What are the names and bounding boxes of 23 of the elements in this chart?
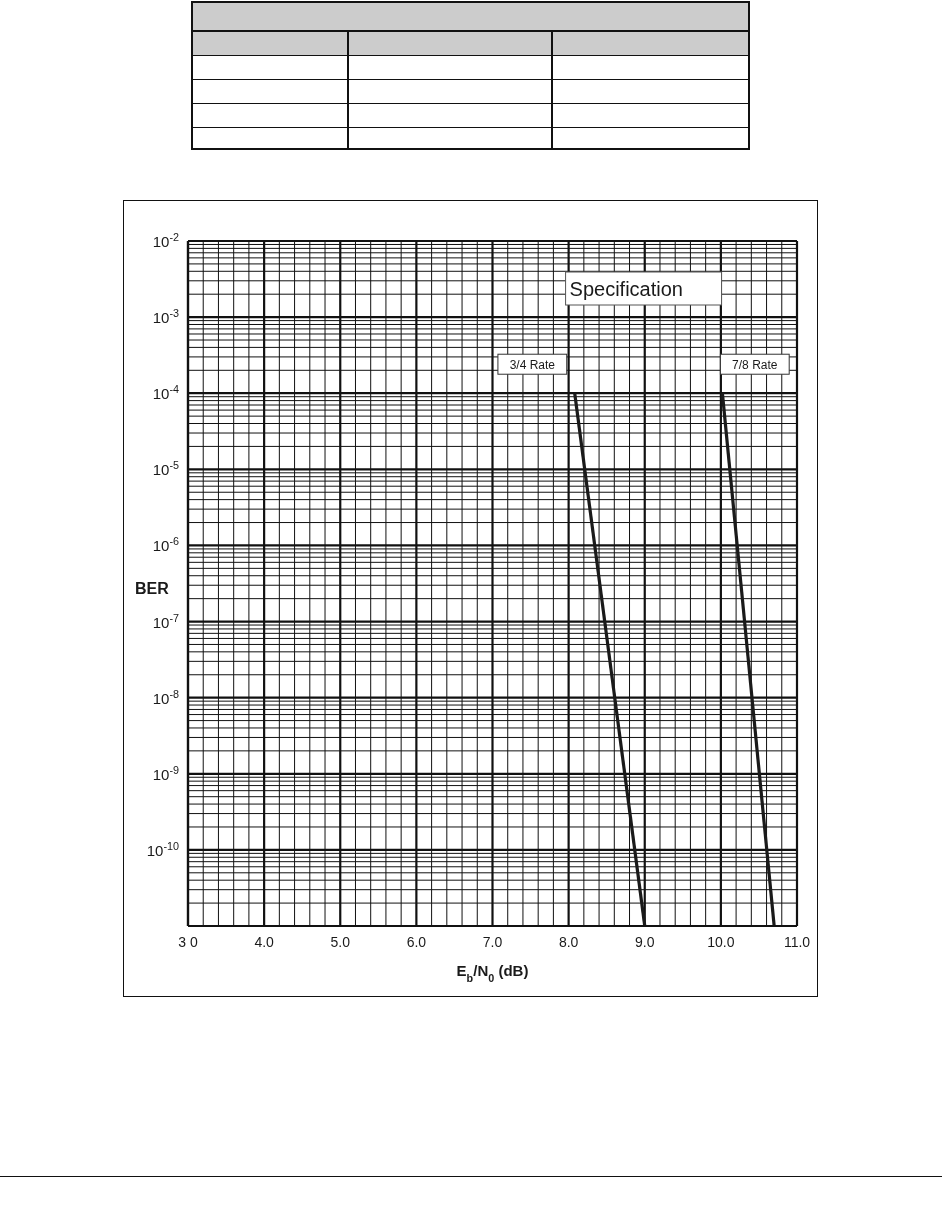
x-tick-label: 7.0 (482, 934, 503, 950)
y-tick-label: 10$^{-10}$ (146, 839, 179, 859)
x-tick-label: 3 0 (178, 934, 198, 950)
series-label: 7/8 Rate (732, 357, 778, 372)
y-axis-title: BER (135, 579, 170, 597)
y-tick-label: 10$^{-2}$ (152, 231, 179, 250)
x-tick-label: 8.0 (558, 934, 579, 950)
y-tick-label: 10$^{-4}$ (152, 383, 179, 403)
x-tick-label: 10.0 (707, 934, 735, 950)
y-tick-label: 10$^{-7}$ (152, 611, 179, 631)
text: 3/4 Rate (509, 357, 556, 372)
x-axis-title: E$_{b}$/N$_{0}$ (dB) (456, 962, 529, 984)
annotation: Specification (569, 277, 683, 300)
x-tick-label: 5.0 (330, 934, 351, 950)
x-tick-label: 6.0 (406, 934, 427, 950)
x-tick-label: 4.0 (254, 934, 275, 950)
y-tick-label: 10$^{-6}$ (152, 535, 179, 555)
x-tick-label: 11.0 (783, 934, 811, 950)
y-tick-label: 10$^{-3}$ (152, 307, 179, 327)
x-tick-label: 9.0 (635, 934, 655, 950)
y-tick-label: 10$^{-8}$ (152, 687, 179, 707)
y-tick-label: 10$^{-9}$ (152, 763, 179, 783)
y-tick-label: 10$^{-5}$ (152, 459, 179, 479)
